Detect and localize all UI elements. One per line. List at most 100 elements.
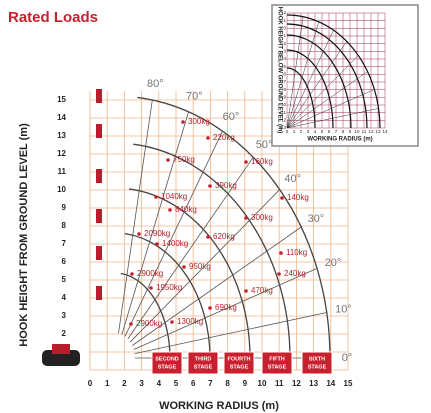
inset-x-tick: 1 (293, 129, 296, 134)
x-tick-label: 6 (191, 379, 196, 388)
x-tick-label: 14 (326, 379, 335, 388)
inset-y-tick: -7 (282, 79, 286, 84)
inset-y-tick: -12 (279, 118, 286, 123)
load-point (166, 158, 170, 162)
inset-ray (286, 30, 334, 129)
x-tick-label: 15 (344, 379, 353, 388)
inset-y-tick: -13 (279, 125, 286, 130)
angle-label: 60° (223, 111, 240, 123)
inset-y-tick: -2 (282, 41, 286, 46)
x-axis-label: WORKING RADIUS (m) (159, 400, 279, 412)
y-tick-label: 11 (58, 167, 67, 176)
boom-head (96, 286, 102, 300)
stage-label: STAGE (194, 364, 213, 370)
inset-x-tick: 11 (362, 129, 367, 134)
stage-label: STAGE (268, 364, 287, 370)
y-tick-label: 13 (57, 131, 66, 140)
x-tick-label: 10 (258, 379, 267, 388)
y-tick-label: 3 (62, 311, 67, 320)
angle-line (130, 189, 280, 343)
load-point (129, 322, 133, 326)
y-axis-label: HOOK HEIGHT FROM GROUND LEVEL (m) (18, 123, 30, 347)
inset-x-tick: 13 (375, 129, 381, 134)
angle-line (134, 312, 327, 355)
inset-y-tick: -5 (282, 64, 286, 69)
angle-label: 10° (335, 304, 352, 316)
inset-y-tick: 0 (283, 26, 286, 31)
x-tick-label: 0 (88, 379, 93, 388)
inset-y-tick: -3 (282, 49, 286, 54)
inset-ray (286, 16, 304, 129)
x-tick-label: 7 (208, 379, 213, 388)
x-tick-label: 3 (139, 379, 144, 388)
boom-head (96, 209, 102, 223)
x-tick-label: 5 (174, 379, 179, 388)
inset-ray (286, 21, 320, 129)
load-label: 240kg (284, 269, 306, 278)
load-label: 220kg (213, 133, 235, 142)
load-label: 690kg (215, 303, 237, 312)
stage-box (151, 351, 183, 375)
y-tick-label: 14 (57, 113, 66, 122)
inset-x-label: WORKING RADIUS (m) (307, 137, 372, 143)
x-tick-label: 11 (275, 379, 284, 388)
y-tick-label: 15 (57, 95, 66, 104)
x-tick-label: 1 (105, 379, 110, 388)
load-point (279, 251, 283, 255)
angle-label: 40° (284, 173, 301, 185)
inset-ray (286, 55, 359, 129)
load-label: 1300kg (177, 317, 203, 326)
load-label: 2900kg (137, 269, 163, 278)
load-label: 1400kg (162, 239, 188, 248)
inset-x-tick: 4 (314, 129, 317, 134)
angle-line (121, 111, 189, 335)
load-label: 470kg (251, 286, 273, 295)
inset-x-tick: 7 (335, 129, 338, 134)
inset-y-tick: -6 (282, 72, 286, 77)
inset-x-tick: 8 (342, 129, 345, 134)
stage-label: STAGE (308, 364, 327, 370)
y-tick-label: 5 (62, 275, 67, 284)
angle-label: 30° (308, 213, 325, 225)
stage-arc (137, 96, 331, 359)
load-point (181, 120, 185, 124)
load-label: 840kg (175, 205, 197, 214)
stage-label: FOURTH (228, 356, 251, 362)
stage-arc (133, 143, 291, 359)
stage-label: STAGE (230, 364, 249, 370)
angle-line (124, 130, 223, 337)
stage-box (187, 351, 219, 375)
y-tick-label: 10 (57, 185, 66, 194)
load-point (208, 184, 212, 188)
angle-label: 20° (325, 257, 342, 269)
angle-label: 50° (256, 139, 273, 151)
y-tick-label: 6 (62, 257, 67, 266)
y-tick-label: 2 (62, 329, 67, 338)
inset-ray (286, 71, 368, 129)
stage-box (223, 351, 255, 375)
load-label: 750kg (173, 155, 195, 164)
inset-x-tick: 5 (321, 129, 324, 134)
inset-x-tick: 6 (328, 129, 331, 134)
load-point (277, 272, 281, 276)
stage-label: SIXTH (309, 356, 325, 362)
y-tick-label: 7 (62, 239, 67, 248)
load-label: 110kg (286, 248, 307, 257)
x-tick-label: 4 (157, 379, 162, 388)
inset-arc (286, 67, 316, 129)
inset-y-tick: -9 (282, 95, 286, 100)
inset-y-tick: -11 (280, 110, 287, 115)
load-point (244, 216, 248, 220)
load-point (280, 196, 284, 200)
angle-line (133, 268, 318, 350)
x-tick-label: 12 (292, 379, 301, 388)
y-tick-label: 8 (62, 221, 67, 230)
boom-head (96, 246, 102, 260)
inset-x-tick: 10 (354, 129, 360, 134)
load-label: 390kg (215, 181, 237, 190)
inset-arc (286, 14, 381, 129)
load-label: 2090kg (144, 229, 170, 238)
x-tick-label: 13 (309, 379, 318, 388)
load-point (154, 195, 158, 199)
